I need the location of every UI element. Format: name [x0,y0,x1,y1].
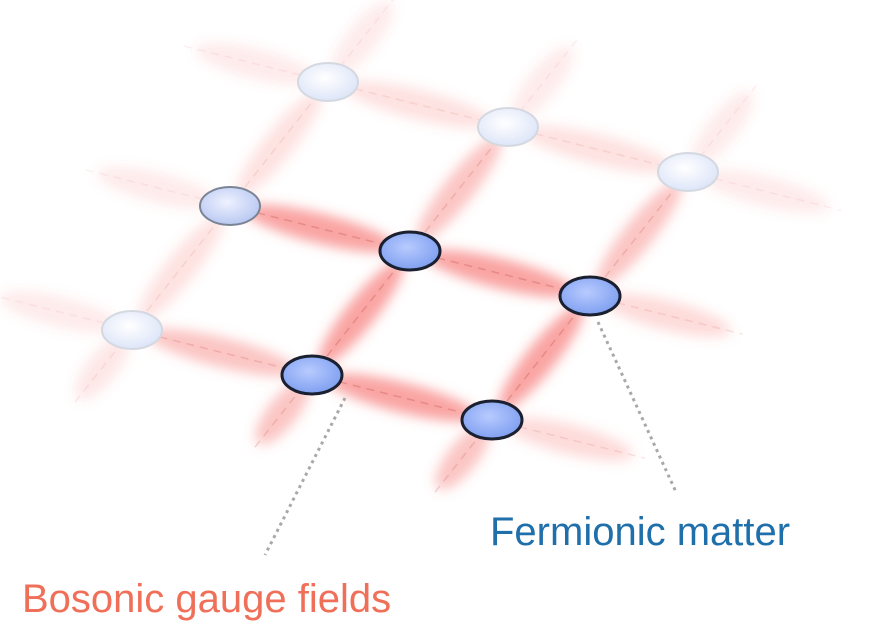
gauge-link [519,116,677,183]
fermionic-label: Fermionic matter [490,510,790,554]
gauge-link [226,83,332,206]
matter-node [462,401,522,439]
matter-node [560,277,620,315]
gauge-link [339,71,497,138]
gauge-link [323,364,481,431]
matter-node [282,356,342,394]
gauge-link [421,240,579,307]
matter-node [298,63,358,101]
gauge-link [128,207,234,330]
matter-node [102,311,162,349]
lattice-diagram: Fermionic matter Bosonic gauge fields [0,0,880,623]
matter-node [380,232,440,270]
matter-node [200,187,260,225]
page: Fermionic matter Bosonic gauge fields ((… [0,0,880,623]
gauge-link [241,195,399,262]
matter-node [658,153,718,191]
gauge-link [143,319,301,386]
bosonic-label: Bosonic gauge fields [22,577,391,621]
leader-line [598,322,676,492]
matter-node [478,108,538,146]
